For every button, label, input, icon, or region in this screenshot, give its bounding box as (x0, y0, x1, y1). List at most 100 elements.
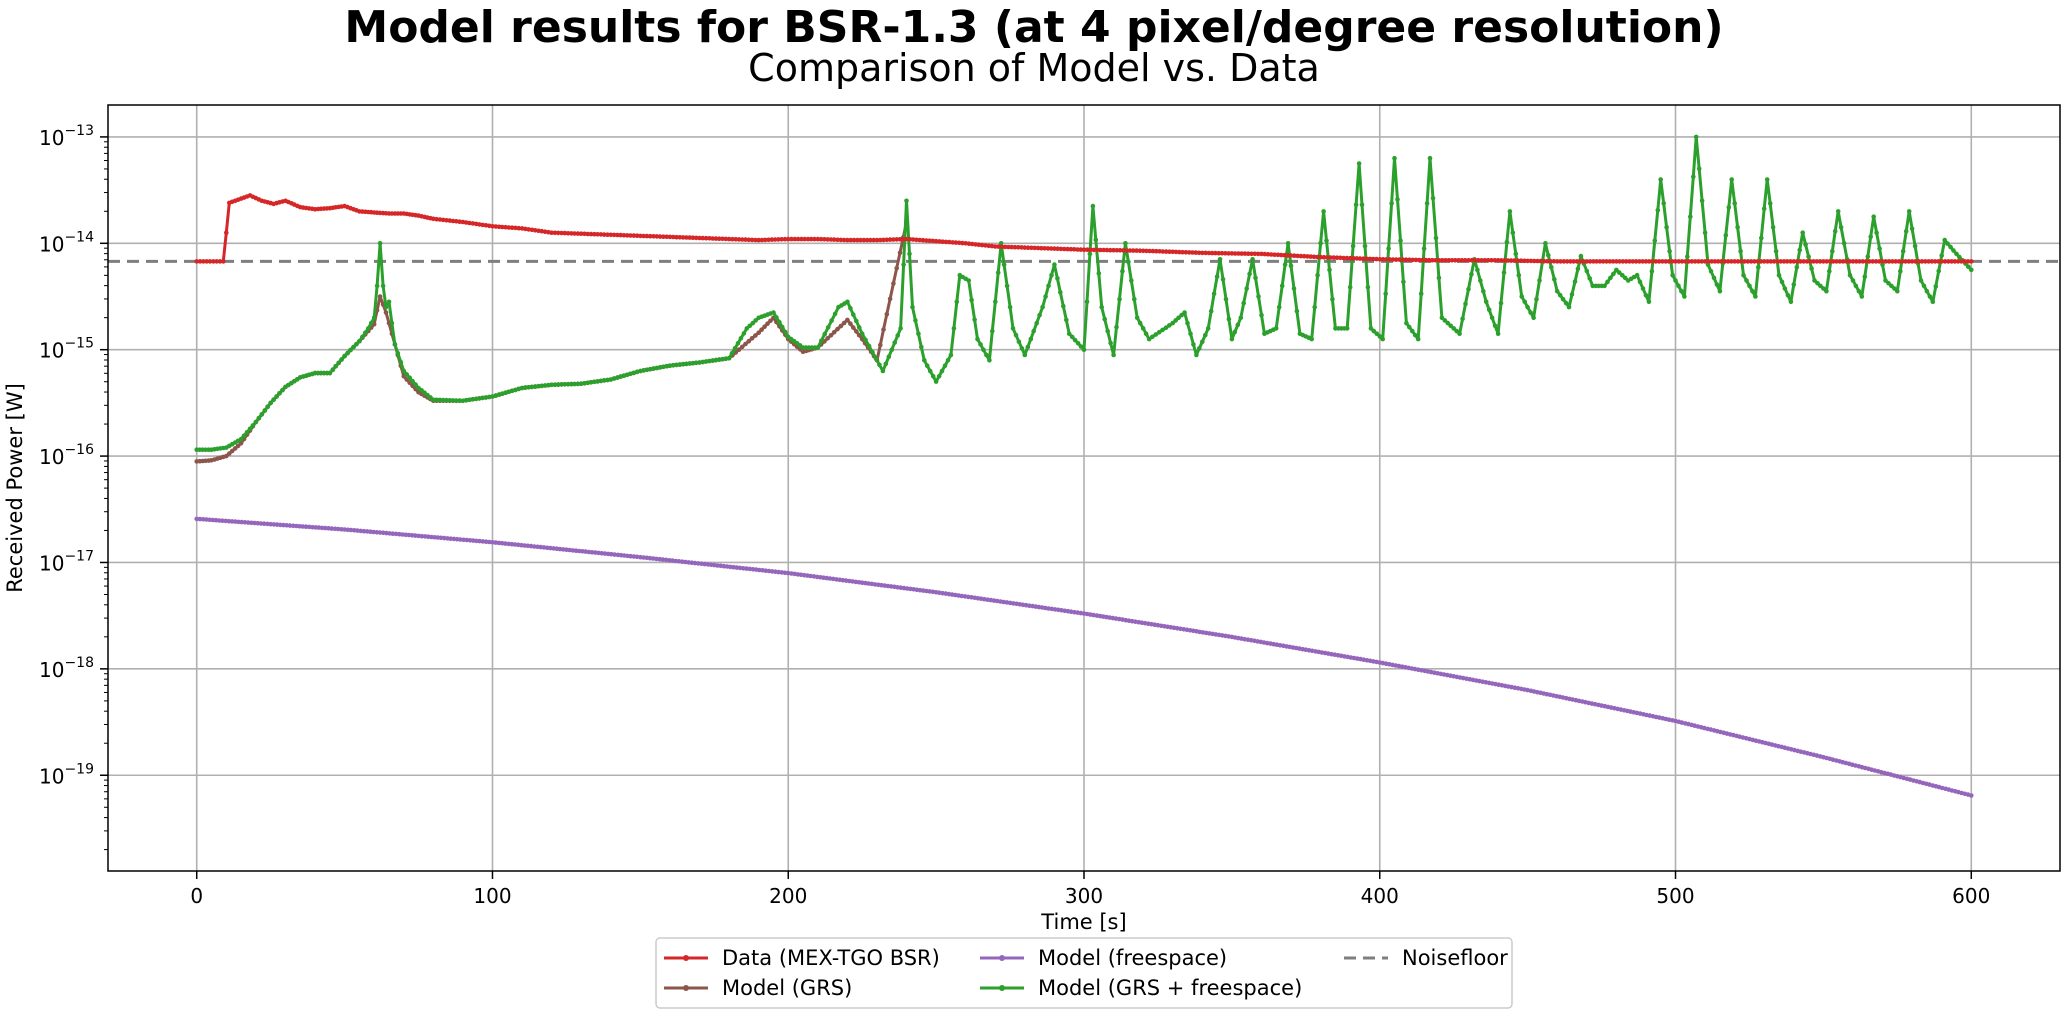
data-point (1191, 342, 1196, 347)
data-point (1909, 259, 1915, 264)
data-point (845, 299, 850, 305)
data-point (444, 218, 449, 223)
data-point (238, 436, 244, 442)
data-point (1457, 331, 1462, 337)
data-point (1794, 259, 1800, 264)
data-point (1714, 282, 1720, 287)
data-point (1750, 288, 1755, 294)
data-point (1587, 276, 1592, 281)
data-point (936, 374, 942, 379)
data-point (1075, 247, 1080, 252)
data-point (259, 412, 265, 417)
data-point (831, 329, 837, 335)
data-point (904, 198, 909, 204)
data-point (1620, 272, 1625, 278)
data-point (829, 318, 834, 323)
data-point (1696, 259, 1701, 264)
y-tick-label: 10−17 (39, 548, 94, 575)
data-point (1420, 257, 1425, 263)
data-point (1495, 258, 1501, 263)
data-point (1476, 258, 1481, 263)
data-point (1288, 263, 1294, 269)
data-point (768, 318, 773, 324)
data-point (1321, 209, 1326, 214)
data-point (1426, 257, 1432, 263)
data-point (1131, 248, 1136, 253)
data-point (377, 294, 383, 299)
data-point (1886, 259, 1892, 264)
data-point (1150, 248, 1156, 254)
data-point (1844, 259, 1849, 264)
data-point (1055, 276, 1060, 281)
data-point (1865, 254, 1871, 259)
data-point (1693, 134, 1699, 140)
data-point (1223, 296, 1229, 302)
data-point (738, 336, 744, 341)
data-point (1377, 257, 1383, 262)
data-point (1622, 275, 1628, 281)
data-point (1877, 246, 1882, 251)
data-point (1137, 248, 1143, 253)
data-point (1295, 253, 1300, 259)
data-point (1560, 296, 1566, 302)
data-point (1572, 279, 1578, 284)
data-point (624, 233, 630, 238)
data-point (1197, 346, 1202, 351)
data-point (1717, 288, 1723, 294)
data-point (1338, 255, 1343, 261)
data-point (256, 415, 262, 421)
data-point (1489, 315, 1495, 321)
data-point (1660, 259, 1665, 264)
data-point (1847, 259, 1852, 264)
data-point (1273, 326, 1279, 331)
data-point (1341, 255, 1346, 261)
data-point (1052, 262, 1057, 267)
data-point (841, 237, 847, 243)
data-point (1683, 259, 1688, 264)
data-point (1463, 301, 1468, 307)
data-point (1327, 267, 1332, 273)
data-point (766, 237, 771, 243)
data-point (1301, 253, 1307, 259)
data-point (1459, 258, 1465, 263)
data-point (1285, 241, 1291, 246)
data-point (1770, 225, 1776, 230)
data-point (783, 329, 788, 335)
data-point (1779, 279, 1785, 285)
data-point (1620, 259, 1626, 264)
axis-ticks: 0 100 200 300 400 500 600 10−19 10−18 10−17 10−16 1… (39, 123, 1990, 908)
data-point (217, 259, 223, 264)
data-point (1957, 254, 1962, 260)
data-point (887, 237, 893, 242)
data-point (393, 531, 399, 537)
data-point (978, 342, 983, 347)
data-point (1380, 336, 1385, 342)
data-point (894, 237, 899, 242)
data-point (922, 358, 927, 363)
data-point (889, 347, 895, 353)
data-point (1505, 258, 1511, 263)
data-point (730, 236, 735, 242)
data-point (762, 324, 767, 330)
data-point (1167, 323, 1172, 328)
data-point (1078, 344, 1084, 349)
data-point (1965, 259, 1971, 264)
data-point (1321, 254, 1327, 260)
data-point (864, 237, 870, 243)
data-point (1903, 229, 1909, 234)
data-point (883, 361, 889, 367)
data-point (1196, 250, 1202, 256)
data-point (1954, 251, 1959, 257)
data-point (1318, 254, 1323, 260)
data-point (1421, 246, 1427, 251)
data-point (1058, 246, 1064, 252)
data-point (194, 259, 199, 264)
data-point (1577, 259, 1583, 264)
data-point (710, 236, 715, 241)
data-point (1969, 259, 1974, 264)
data-point (644, 233, 650, 239)
data-point (1374, 331, 1380, 337)
data-point (1140, 248, 1146, 254)
data-point (1643, 259, 1649, 264)
data-point (917, 237, 922, 243)
